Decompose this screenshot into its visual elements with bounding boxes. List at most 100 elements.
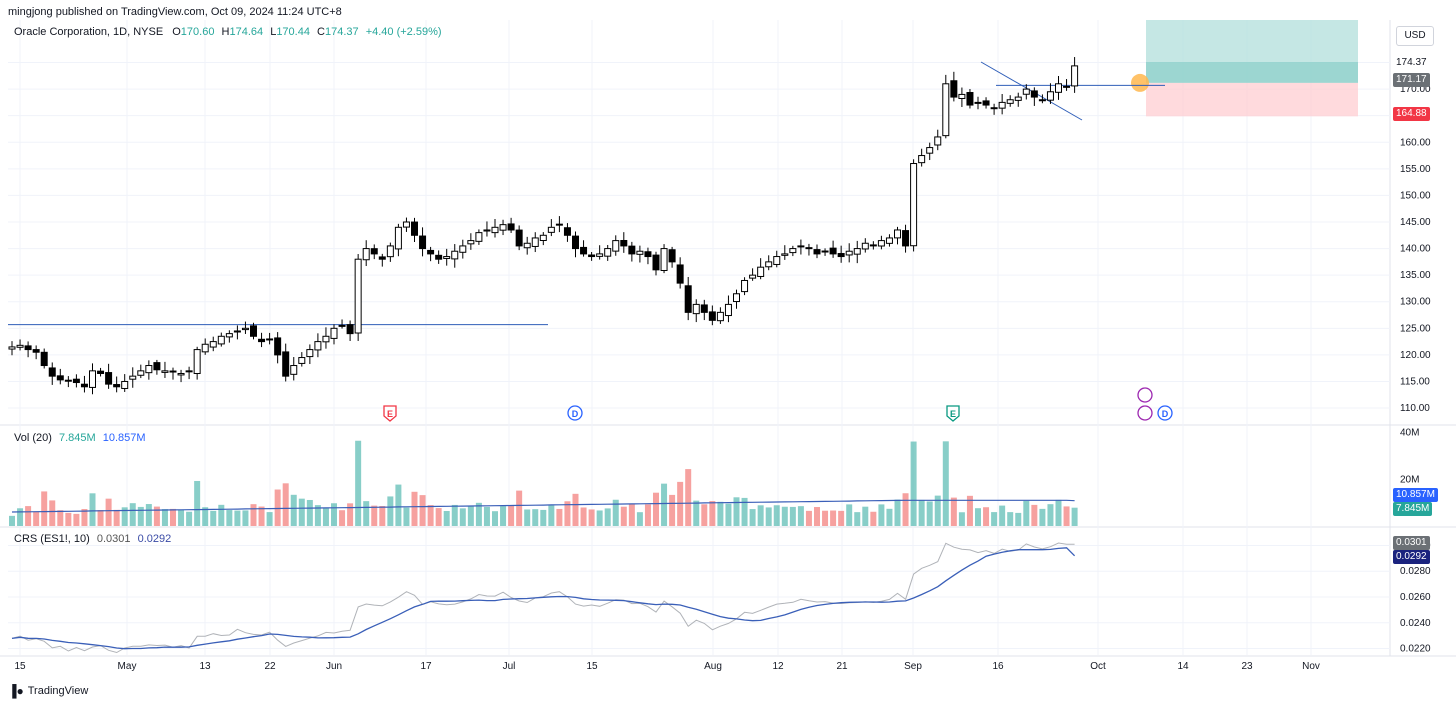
volume-bar (73, 513, 80, 526)
x-tick-label: Oct (1090, 661, 1106, 672)
volume-bar (97, 510, 104, 526)
volume-bar (178, 509, 185, 526)
x-tick-label: Sep (904, 661, 922, 672)
candle-body (250, 325, 257, 337)
entry-highlight (1131, 73, 1149, 92)
crs-legend[interactable]: CRS (ES1!, 10) 0.0301 0.0292 (14, 533, 171, 545)
volume-bar (620, 506, 627, 526)
volume-bars (9, 440, 1078, 526)
candle-body (177, 373, 185, 376)
candle-body (942, 83, 950, 137)
price-tick-label: 130.00 (1400, 297, 1431, 308)
candle-body (475, 232, 483, 242)
candle-body (580, 246, 588, 255)
footer-brand[interactable]: ▐● TradingView (8, 684, 88, 698)
volume-bar (878, 504, 885, 526)
candle-body (588, 254, 596, 258)
volume-bar (653, 492, 659, 526)
volume-bar (379, 506, 386, 526)
low-label: L (270, 26, 277, 38)
volume-bar (161, 509, 168, 526)
axes: 15 May 13 22 Jun 17 Jul 15 Aug 12 21 Sep 16 Oct 14 23 No… (14, 84, 1431, 672)
volume-bar (33, 511, 40, 526)
volume-bar (902, 493, 909, 526)
candle-body (515, 229, 523, 247)
crs-tick-label: 0.0260 (1400, 592, 1431, 603)
candle-body (789, 248, 797, 254)
event-marker-e[interactable]: E (383, 405, 397, 422)
candle-body (346, 324, 354, 335)
symbol-legend[interactable]: Oracle Corporation, 1D, NYSE O170.60 H17… (14, 26, 442, 38)
volume-label: Vol (20) (14, 432, 52, 444)
candle-body (266, 338, 274, 341)
volume-bar (1015, 512, 1022, 526)
volume-ma-tag: 10.857M (1393, 488, 1438, 502)
candle-body (765, 261, 773, 268)
volume-bar (403, 507, 410, 526)
candle-body (185, 370, 193, 373)
event-marker-d[interactable]: D (1157, 405, 1173, 421)
x-tick-label: 14 (1177, 661, 1189, 672)
stop-zone (1146, 82, 1358, 117)
candle-body (894, 229, 901, 239)
volume-bar (282, 483, 289, 526)
candle-body (1022, 88, 1030, 95)
symbol-name: Oracle Corporation, 1D, NYSE (14, 26, 164, 38)
volume-bar (516, 490, 523, 526)
candle-body (604, 248, 612, 257)
candle-body (105, 372, 113, 385)
volume-bar (805, 510, 812, 526)
volume-legend[interactable]: Vol (20) 7.845M 10.857M (14, 432, 146, 444)
volume-bar (942, 441, 949, 526)
currency-button[interactable]: USD (1396, 26, 1434, 46)
candle-body (724, 303, 732, 317)
volume-bar (194, 480, 201, 526)
candle-body (394, 226, 402, 250)
candle-body (411, 221, 418, 236)
candle-body (145, 365, 153, 374)
candle-body (419, 235, 427, 250)
volume-bar (25, 506, 32, 526)
volume-bar (797, 506, 804, 526)
candle-body (378, 256, 386, 260)
event-marker-d[interactable]: D (567, 405, 583, 421)
volume-bar (419, 495, 426, 526)
volume-bar (234, 510, 241, 526)
split-marker-icon (1137, 405, 1153, 421)
volume-bar (347, 503, 354, 526)
volume-bar (830, 510, 837, 526)
change-value: +4.40 (+2.59%) (365, 26, 442, 38)
candle-body (676, 264, 684, 284)
volume-bar (242, 510, 249, 526)
candle-body (330, 327, 338, 339)
volume-bar (89, 493, 96, 526)
volume-bar (153, 506, 160, 526)
candle-body (499, 224, 507, 231)
event-marker-e[interactable]: E (946, 405, 960, 422)
candle-body (684, 285, 692, 313)
crs-ma-line (11, 547, 1076, 650)
volume-bar (1071, 507, 1078, 526)
candle-body (596, 253, 604, 257)
candle-body (1046, 91, 1054, 101)
volume-tick-label: 20M (1400, 474, 1419, 485)
candle-body (56, 375, 64, 381)
volume-bar (298, 498, 305, 526)
candle-body (716, 311, 724, 322)
candle-body (902, 230, 910, 247)
candle-body (757, 266, 765, 277)
volume-bar (604, 508, 611, 526)
tradingview-logo-icon: ▐● (8, 684, 24, 698)
x-tick-label: Nov (1302, 661, 1320, 672)
price-tick-label: 155.00 (1400, 164, 1431, 175)
candle-body (386, 245, 394, 258)
candle-body (861, 242, 869, 250)
candle-body (813, 249, 821, 255)
horizontal-lines (8, 61, 1165, 326)
x-tick-label: May (118, 661, 137, 672)
x-tick-label: Aug (704, 661, 722, 672)
candle-body (652, 254, 660, 271)
volume-bar (854, 512, 861, 526)
